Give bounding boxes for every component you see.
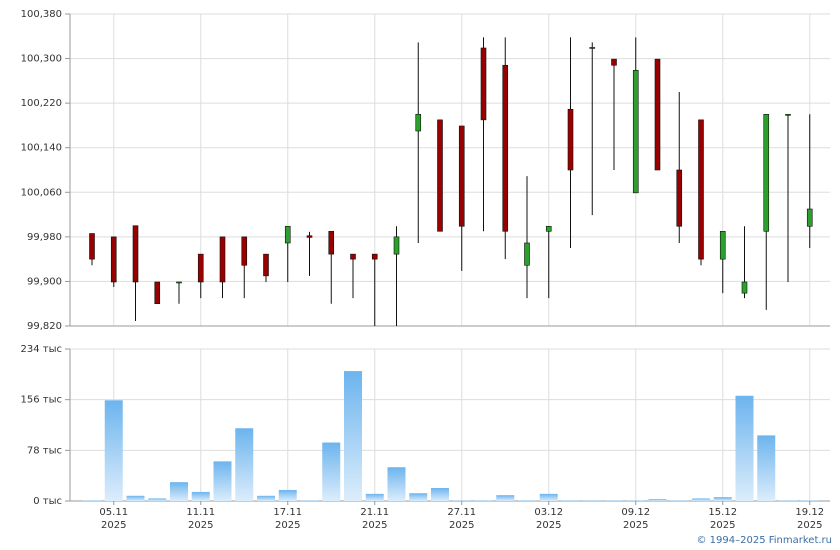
candle-body [480, 47, 487, 121]
volume-bar [670, 500, 689, 501]
volume-bar [278, 489, 297, 501]
plot-area [70, 14, 830, 326]
volume-bar [779, 500, 797, 501]
candle-body [154, 281, 161, 305]
x-tick-label: 21.11 2025 [360, 507, 390, 531]
y-tick-label: 100,140 [21, 143, 62, 154]
x-tick-label: 27.11 2025 [447, 507, 477, 531]
volume-bar [257, 495, 275, 501]
x-tick-label: 17.11 2025 [273, 507, 303, 531]
y-tick-label: 100,380 [21, 9, 62, 20]
candle-body [806, 208, 813, 227]
candle-body [698, 119, 704, 260]
volume-bar [170, 482, 188, 501]
volume-bar [626, 500, 645, 501]
volume-bar [387, 467, 406, 501]
plot-area [70, 349, 830, 501]
volume-bar [474, 500, 493, 501]
volume-bar [104, 400, 123, 501]
candle-body [306, 235, 313, 238]
candle-body [371, 253, 378, 260]
y-tick-label: 234 тыс [21, 344, 62, 355]
candle-body [263, 253, 269, 277]
candle-body [741, 281, 748, 294]
candle-body [132, 225, 139, 283]
candle-body [719, 230, 726, 260]
candle-body [350, 253, 356, 260]
volume-bar [583, 500, 602, 501]
candle-body [785, 113, 791, 116]
volume-bar [126, 495, 145, 501]
volume-bar [735, 395, 754, 501]
x-tick-label: 11.11 2025 [186, 507, 216, 531]
volume-bar [452, 500, 471, 501]
candle-body [632, 69, 639, 194]
credit[interactable]: © 1994–2025 Finmarket.ru [696, 535, 832, 546]
x-tick-label: 15.12 2025 [708, 507, 738, 531]
candle-body [284, 225, 291, 244]
volume-bar [365, 493, 384, 501]
volume-bar [692, 498, 710, 501]
candle-body [545, 225, 552, 232]
volume-bar [322, 442, 341, 501]
candle-body [676, 169, 683, 227]
volume-bar [235, 428, 254, 501]
y-tick-label: 100,060 [21, 187, 62, 198]
volume-bar [757, 435, 776, 501]
candle-body [567, 108, 574, 171]
y-tick-label: 78 тыс [27, 445, 62, 456]
candle-body [437, 119, 443, 232]
candle-body [241, 236, 248, 266]
x-tick-label: 19.12 2025 [795, 507, 825, 531]
volume-bar [83, 500, 101, 501]
candle-body [458, 125, 465, 227]
volume-bar [431, 488, 449, 501]
x-tick-label: 05.11 2025 [99, 507, 129, 531]
candle-body [524, 242, 530, 266]
candle-body [89, 233, 95, 260]
x-tick-label: 03.12 2025 [534, 507, 564, 531]
candle-body [328, 230, 335, 255]
volume-bar [518, 500, 536, 501]
candle-body [502, 64, 509, 232]
y-tick-label: 0 тыс [33, 496, 62, 507]
candle-body [654, 58, 661, 171]
volume-bar [800, 500, 819, 501]
volume-bar [648, 499, 667, 501]
y-tick-label: 99,980 [27, 232, 62, 243]
volume-bar [496, 495, 515, 501]
candle-body [763, 113, 770, 232]
candle-body [219, 236, 226, 283]
volume-bar [300, 500, 319, 501]
volume-bar [409, 493, 428, 501]
candle-body [393, 236, 400, 255]
y-tick-label: 156 тыс [21, 395, 62, 406]
volume-bar [605, 500, 623, 501]
y-tick-label: 100,220 [21, 98, 62, 109]
x-tick-label: 09.12 2025 [621, 507, 651, 531]
candle-body [611, 58, 617, 66]
candle-body [197, 253, 204, 283]
volume-bar [191, 491, 210, 501]
volume-bar [344, 371, 362, 501]
volume-bar [213, 461, 232, 501]
candle-body [110, 236, 117, 283]
y-tick-label: 99,820 [27, 321, 62, 332]
volume-bar [148, 498, 167, 501]
candle-body [176, 281, 182, 284]
candle-body [589, 47, 596, 49]
candle-body [415, 113, 422, 132]
volume-bar [561, 500, 580, 501]
y-tick-label: 100,300 [21, 54, 62, 65]
volume-bar [539, 493, 558, 501]
y-tick-label: 99,900 [27, 276, 62, 287]
volume-bar [713, 497, 732, 501]
